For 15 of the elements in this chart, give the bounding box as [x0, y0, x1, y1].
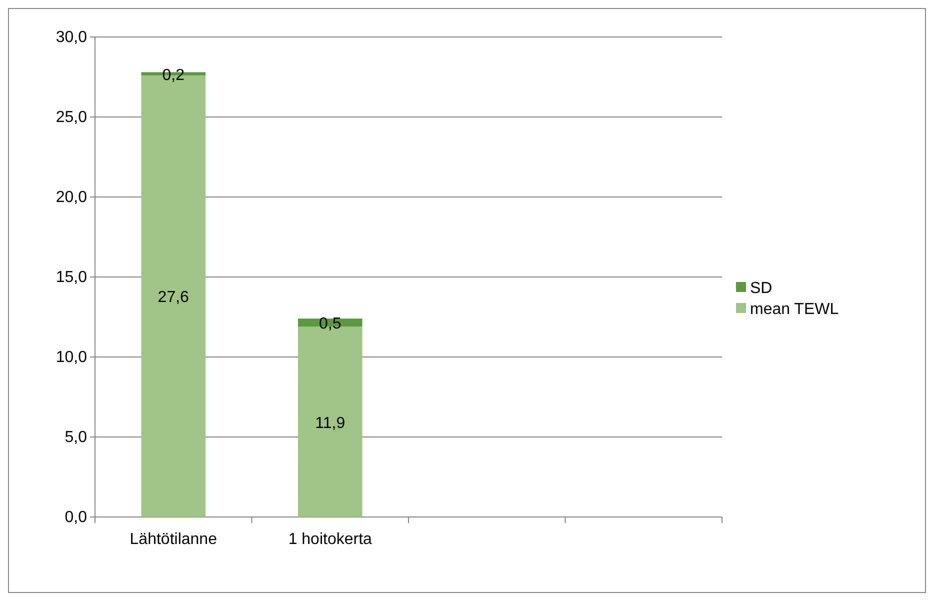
- y-tick-label: 5,0: [64, 429, 88, 446]
- legend-label: mean TEWL: [750, 301, 839, 318]
- y-tick-label: 10,0: [56, 349, 88, 366]
- legend-label: SD: [750, 280, 772, 297]
- y-tick-label: 15,0: [56, 269, 88, 286]
- y-tick-label: 25,0: [56, 109, 88, 126]
- y-tick-label: 30,0: [56, 29, 88, 46]
- x-tick-label: 1 hoitokerta: [288, 531, 372, 548]
- data-label: 0,5: [319, 316, 342, 333]
- x-tick-label: Lähtötilanne: [130, 531, 218, 548]
- data-label: 11,9: [315, 414, 346, 432]
- data-label: 0,2: [162, 66, 185, 84]
- data-label: 27,6: [158, 289, 190, 306]
- y-tick-label: 20,0: [56, 189, 88, 206]
- y-tick-label: 0,0: [64, 509, 88, 526]
